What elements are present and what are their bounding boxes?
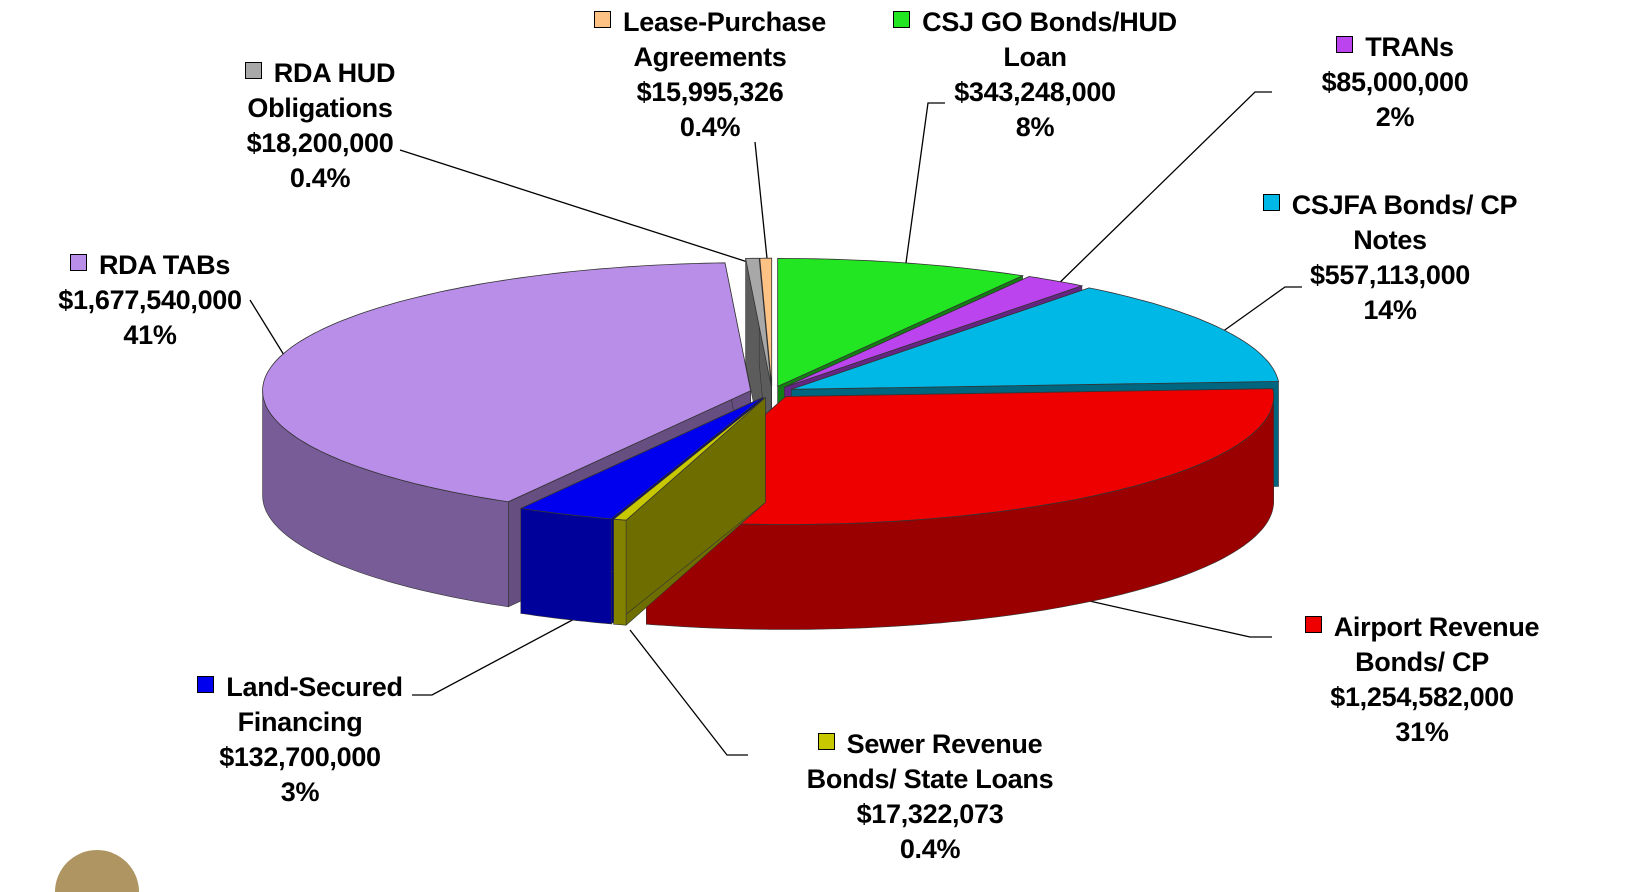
value-label: $85,000,000 bbox=[1321, 67, 1469, 97]
slice-top bbox=[791, 287, 1280, 390]
category-label: Land-Secured Financing bbox=[226, 672, 403, 737]
leader-line bbox=[412, 616, 579, 696]
slice-top bbox=[777, 257, 1025, 388]
leader-line bbox=[629, 629, 748, 756]
value-label: $1,254,582,000 bbox=[1330, 682, 1514, 712]
leader-line bbox=[399, 149, 758, 266]
value-label: $1,677,540,000 bbox=[58, 285, 242, 315]
data-label: Lease-Purchase Agreements $15,995,326 0.4% bbox=[565, 5, 855, 145]
category-label: CSJ GO Bonds/HUD Loan bbox=[922, 7, 1177, 72]
percent-label: 14% bbox=[1363, 295, 1417, 325]
percent-label: 2% bbox=[1375, 102, 1415, 132]
percent-label: 0.4% bbox=[899, 834, 961, 864]
legend-swatch bbox=[1304, 616, 1322, 633]
percent-label: 41% bbox=[123, 320, 177, 350]
percent-label: 3% bbox=[280, 777, 320, 807]
category-label: RDA HUD Obligations bbox=[247, 58, 396, 123]
category-label: Lease-Purchase Agreements bbox=[623, 7, 826, 72]
slice-top bbox=[745, 257, 772, 387]
data-label: Land-Secured Financing $132,700,000 3% bbox=[170, 670, 430, 810]
legend-swatch bbox=[1336, 36, 1354, 53]
legend-swatch bbox=[893, 11, 911, 28]
value-label: $557,113,000 bbox=[1309, 260, 1471, 290]
legend-swatch bbox=[594, 11, 612, 28]
data-label: RDA TABs $1,677,540,000 41% bbox=[15, 248, 285, 353]
leader-line bbox=[904, 102, 945, 271]
slice-top bbox=[645, 388, 1275, 525]
slice-wall bbox=[613, 518, 627, 626]
leader-line bbox=[1084, 599, 1272, 638]
data-label: Sewer Revenue Bonds/ State Loans $17,322,… bbox=[780, 727, 1080, 867]
slice-top bbox=[612, 397, 766, 521]
pie bbox=[262, 257, 1280, 630]
percent-label: 8% bbox=[1015, 112, 1055, 142]
value-label: $343,248,000 bbox=[954, 77, 1116, 107]
leader-lines bbox=[249, 91, 1302, 756]
value-label: $17,322,073 bbox=[856, 799, 1004, 829]
slice-top bbox=[519, 396, 764, 520]
slice-top bbox=[759, 257, 773, 387]
leader-line bbox=[754, 141, 769, 269]
leader-line bbox=[1214, 286, 1302, 338]
percent-label: 0.4% bbox=[289, 163, 351, 193]
percent-label: 0.4% bbox=[679, 112, 741, 142]
category-label: Sewer Revenue Bonds/ State Loans bbox=[806, 729, 1054, 794]
data-label: CSJFA Bonds/ CP Notes $557,113,000 14% bbox=[1235, 188, 1545, 328]
value-label: $132,700,000 bbox=[219, 742, 381, 772]
slice-top bbox=[784, 276, 1084, 388]
data-label: TRANs $85,000,000 2% bbox=[1275, 30, 1515, 135]
category-label: TRANs bbox=[1365, 32, 1454, 62]
category-label: Airport Revenue Bonds/ CP bbox=[1333, 612, 1540, 677]
percent-label: 31% bbox=[1395, 717, 1449, 747]
legend-swatch bbox=[817, 733, 835, 750]
data-label: CSJ GO Bonds/HUD Loan $343,248,000 8% bbox=[860, 5, 1210, 145]
slice-wall bbox=[520, 508, 612, 625]
data-label: RDA HUD Obligations $18,200,000 0.4% bbox=[205, 56, 435, 196]
value-label: $18,200,000 bbox=[246, 128, 394, 158]
legend-swatch bbox=[1262, 194, 1280, 211]
logo bbox=[55, 850, 139, 892]
leader-line bbox=[1049, 91, 1272, 293]
legend-swatch bbox=[69, 254, 87, 271]
category-label: RDA TABs bbox=[98, 250, 231, 280]
legend-swatch bbox=[197, 676, 215, 693]
slice-top bbox=[262, 262, 752, 503]
value-label: $15,995,326 bbox=[636, 77, 784, 107]
data-label: Airport Revenue Bonds/ CP $1,254,582,000 3… bbox=[1272, 610, 1572, 750]
legend-swatch bbox=[244, 62, 262, 79]
category-label: CSJFA Bonds/ CP Notes bbox=[1291, 190, 1518, 255]
slice bbox=[612, 396, 766, 626]
